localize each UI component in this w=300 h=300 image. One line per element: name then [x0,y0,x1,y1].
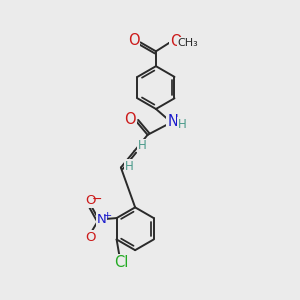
Text: −: − [92,193,102,206]
Text: H: H [177,118,186,131]
Text: O: O [85,194,95,207]
Text: O: O [124,112,136,127]
Text: H: H [124,160,133,173]
Text: Cl: Cl [114,255,128,270]
Text: O: O [85,231,95,244]
Text: +: + [102,211,112,221]
Text: O: O [170,34,182,49]
Text: CH₃: CH₃ [177,38,198,48]
Text: H: H [138,139,147,152]
Text: O: O [128,33,140,48]
Text: N: N [96,213,106,226]
Text: N: N [167,114,178,129]
